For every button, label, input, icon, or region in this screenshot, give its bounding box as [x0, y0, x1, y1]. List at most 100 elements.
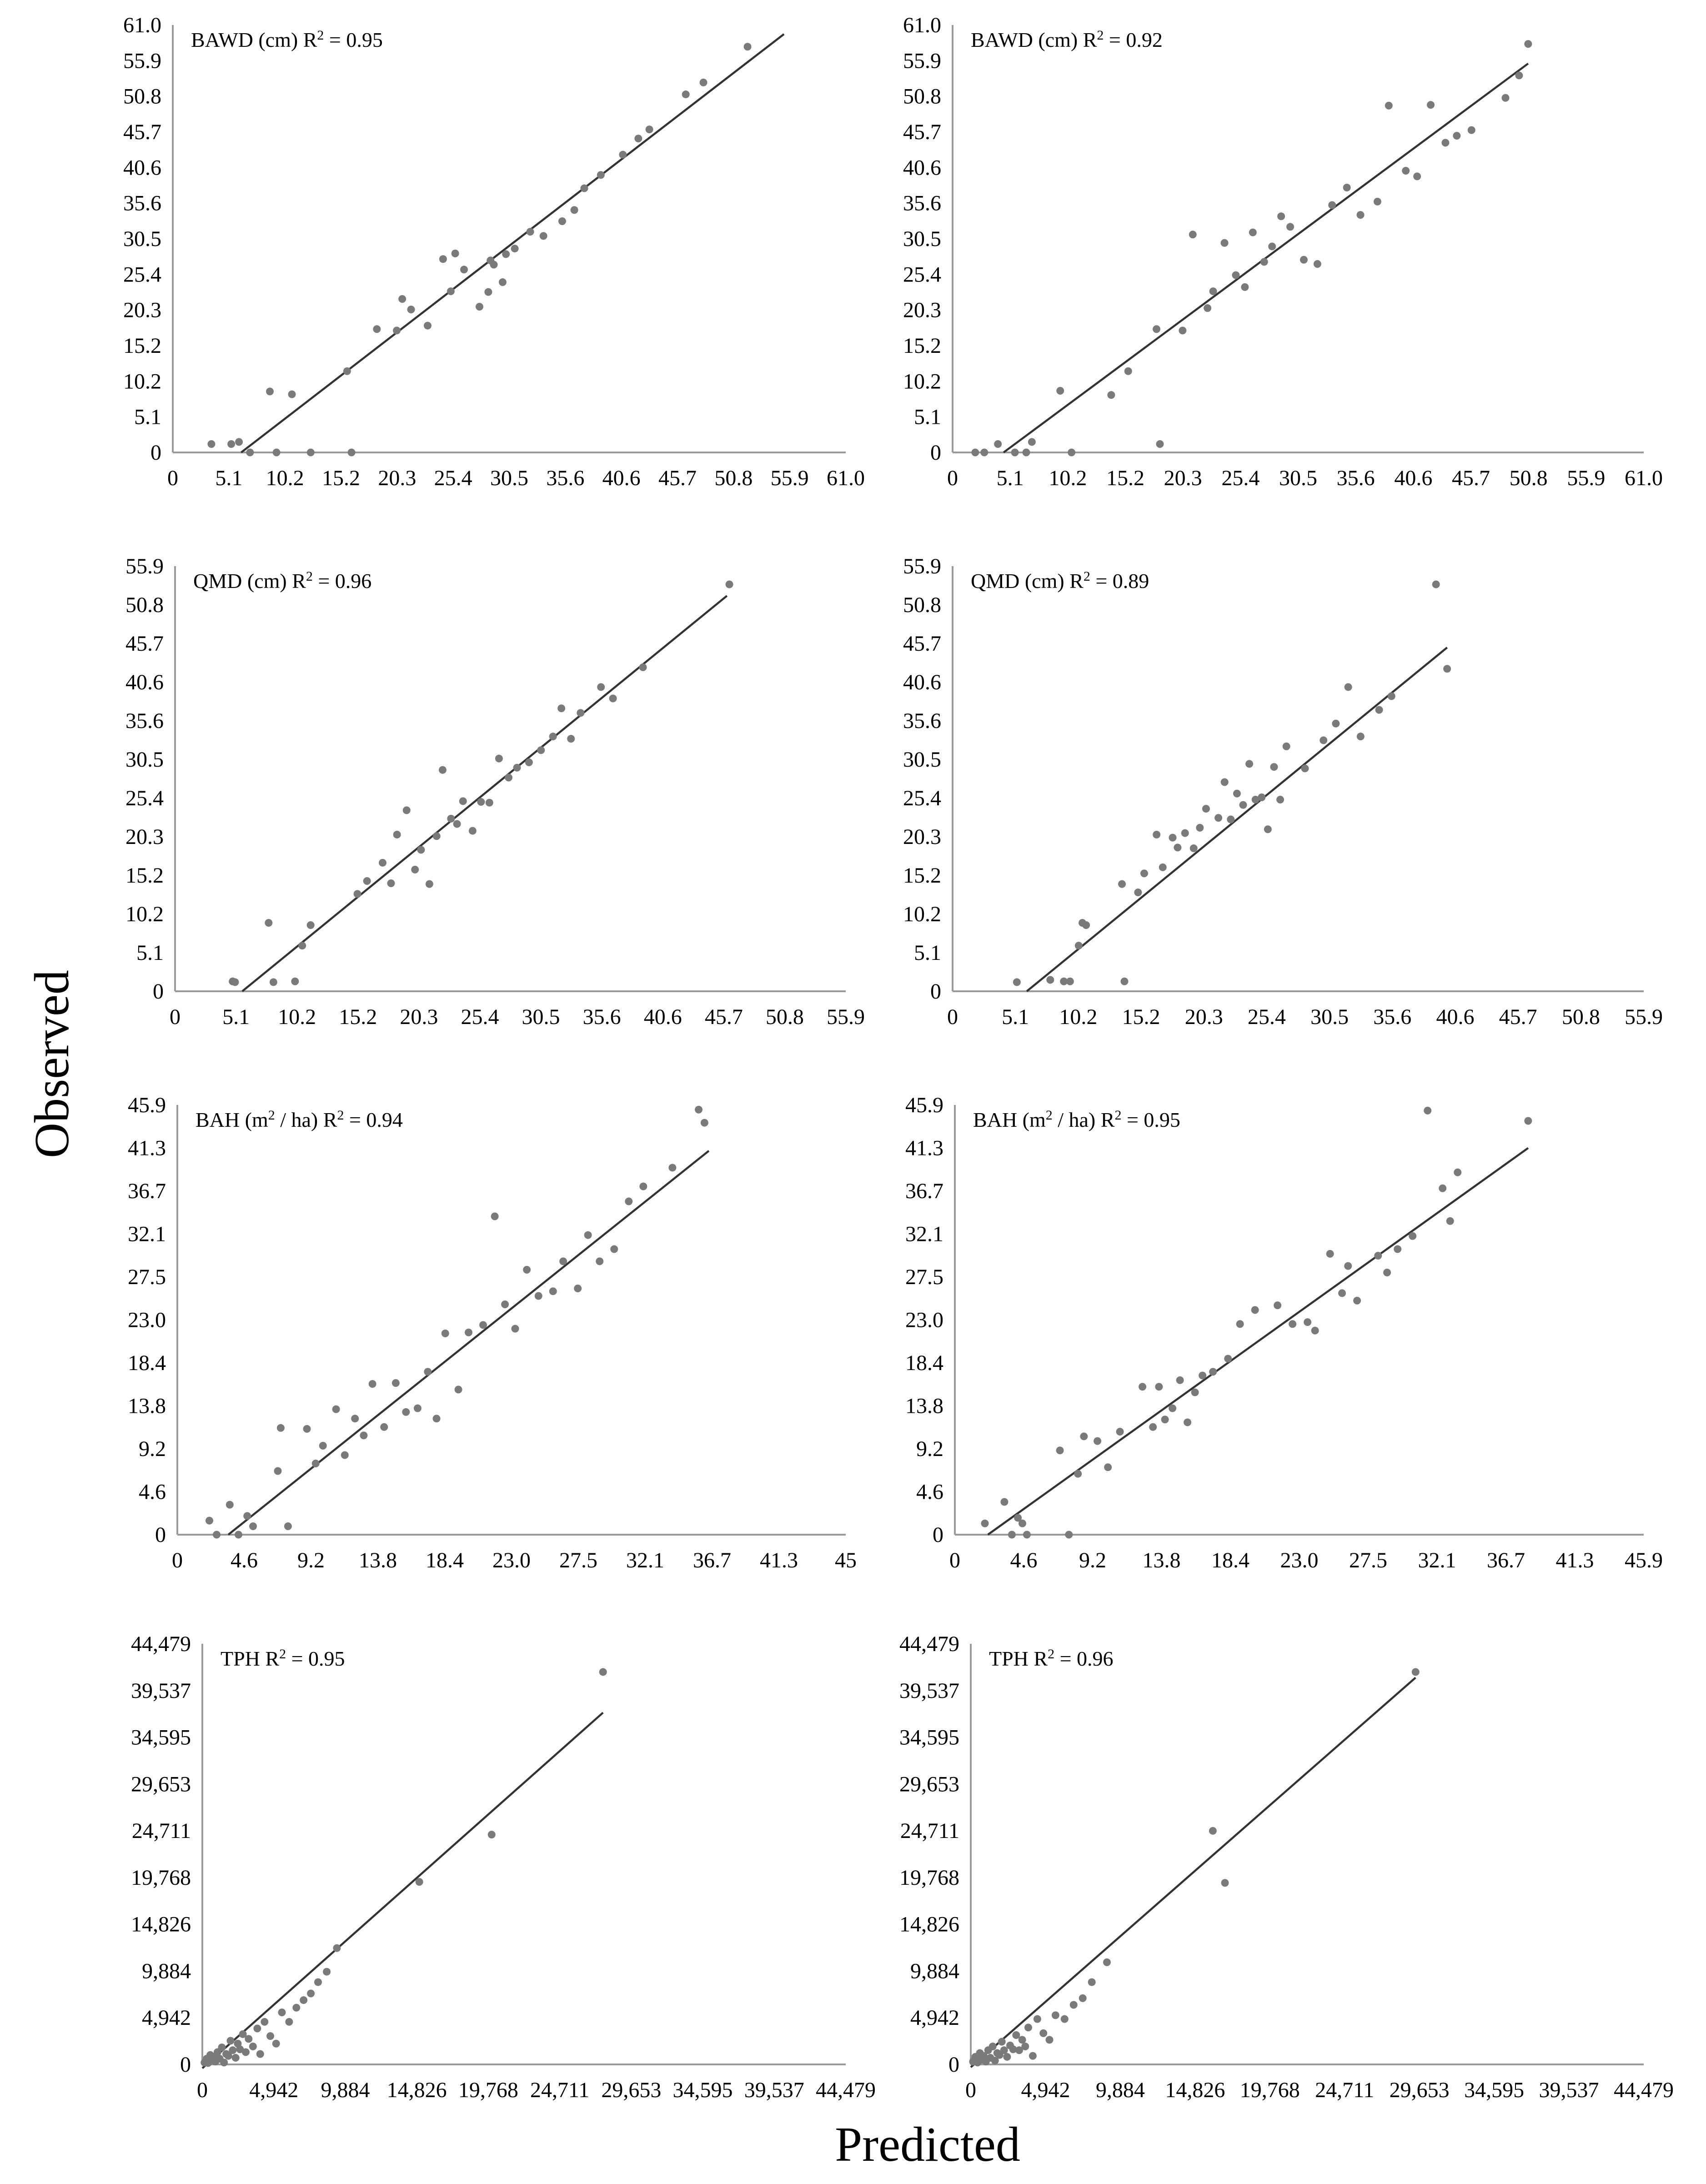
y-tick-label: 45.7	[903, 632, 941, 656]
data-point	[1251, 1306, 1259, 1314]
y-tick-label: 15.2	[903, 334, 941, 358]
y-tick-label: 9,884	[142, 1959, 191, 1983]
x-tick-label: 9,884	[1096, 2078, 1145, 2102]
data-point	[513, 763, 521, 772]
data-point	[451, 249, 459, 257]
x-tick-label: 45.7	[1499, 1005, 1537, 1029]
x-tick-label: 39,537	[1539, 2078, 1599, 2102]
data-point	[1120, 977, 1129, 985]
y-tick-label: 45.7	[125, 632, 164, 656]
data-point	[610, 1245, 618, 1253]
y-tick-label: 44,479	[131, 1632, 191, 1656]
data-point	[1011, 448, 1019, 457]
data-point	[1383, 1269, 1391, 1277]
data-point	[994, 440, 1002, 448]
data-point	[1069, 2001, 1078, 2009]
data-point	[1328, 201, 1336, 209]
data-point	[570, 206, 578, 214]
x-tick-label: 55.9	[771, 466, 809, 490]
data-point	[272, 448, 281, 457]
x-tick-label: 40.6	[1394, 466, 1432, 490]
data-point	[477, 798, 485, 806]
data-point	[1258, 793, 1266, 801]
data-point	[625, 1197, 633, 1205]
data-point	[1056, 1446, 1064, 1455]
data-point	[407, 306, 415, 314]
data-point	[511, 245, 519, 253]
data-point	[1220, 239, 1229, 247]
y-tick-label: 50.8	[903, 593, 941, 617]
data-point	[1140, 869, 1148, 878]
data-point	[525, 758, 533, 767]
data-point	[1022, 448, 1030, 457]
data-point	[1270, 763, 1278, 771]
x-tick-label: 23.0	[1280, 1548, 1319, 1572]
y-axis-title: Observed	[25, 970, 79, 1158]
data-point	[1221, 1879, 1229, 1887]
y-tick-label: 45.9	[905, 1093, 943, 1117]
data-point	[1074, 942, 1083, 950]
data-point	[971, 448, 979, 457]
y-tick-label: 4,942	[910, 2006, 959, 2030]
data-point	[639, 1182, 647, 1190]
data-point	[1024, 2023, 1032, 2032]
data-point	[490, 261, 498, 269]
data-point	[1013, 978, 1021, 986]
data-point	[261, 2018, 269, 2026]
data-point	[1373, 197, 1381, 206]
data-point	[278, 2008, 286, 2017]
data-point	[526, 228, 534, 236]
data-point	[468, 827, 477, 835]
data-point	[1220, 778, 1229, 786]
x-tick-label: 55.9	[1567, 466, 1605, 490]
data-point	[460, 266, 468, 274]
data-point	[439, 255, 447, 263]
data-point	[256, 2050, 264, 2058]
data-point	[609, 694, 617, 703]
data-point	[276, 1424, 285, 1432]
y-tick-label: 61.0	[123, 13, 161, 37]
data-point	[360, 1431, 368, 1440]
x-tick-label: 9,884	[321, 2078, 370, 2102]
x-tick-label: 55.9	[827, 1005, 865, 1029]
data-point	[1320, 736, 1328, 744]
x-tick-label: 45	[835, 1548, 857, 1572]
y-tick-label: 55.9	[123, 49, 161, 73]
y-tick-label: 0	[933, 1523, 943, 1547]
data-point	[1159, 863, 1167, 871]
data-point	[454, 1386, 462, 1394]
x-tick-label: 4,942	[1021, 2078, 1070, 2102]
data-point	[1501, 94, 1510, 102]
y-tick-label: 35.6	[903, 191, 941, 216]
y-tick-label: 34,595	[131, 1726, 191, 1750]
data-point	[205, 1516, 213, 1525]
data-point	[423, 321, 432, 330]
x-tick-label: 18.4	[1211, 1548, 1249, 1572]
x-tick-label: 4.6	[1010, 1548, 1038, 1572]
data-point	[1233, 789, 1241, 798]
y-tick-label: 32.1	[905, 1222, 943, 1246]
y-tick-label: 9.2	[139, 1437, 166, 1461]
data-point	[584, 1231, 592, 1239]
data-point	[459, 797, 467, 805]
y-tick-label: 15.2	[125, 864, 164, 888]
y-tick-label: 40.6	[903, 670, 941, 694]
data-point	[402, 806, 411, 814]
x-tick-label: 15.2	[322, 466, 360, 490]
data-point	[596, 1257, 604, 1265]
data-point	[639, 663, 647, 671]
data-point	[1060, 977, 1068, 985]
data-point	[311, 1460, 320, 1468]
data-point	[1023, 1531, 1031, 1539]
chart-panel-8: 0 4,942 9,884 14,826 19,768 24,711 29,653 34,59…	[899, 1632, 1674, 2102]
x-tick-label: 35.6	[546, 466, 584, 490]
data-point	[1000, 2046, 1008, 2054]
data-point	[246, 448, 254, 457]
x-tick-label: 5.1	[222, 1005, 250, 1029]
data-point	[577, 709, 585, 717]
data-point	[333, 1944, 341, 1952]
data-point	[1015, 2046, 1023, 2054]
x-tick-label: 10.2	[266, 466, 304, 490]
x-tick-label: 25.4	[1248, 1005, 1286, 1029]
data-point	[266, 2032, 275, 2040]
